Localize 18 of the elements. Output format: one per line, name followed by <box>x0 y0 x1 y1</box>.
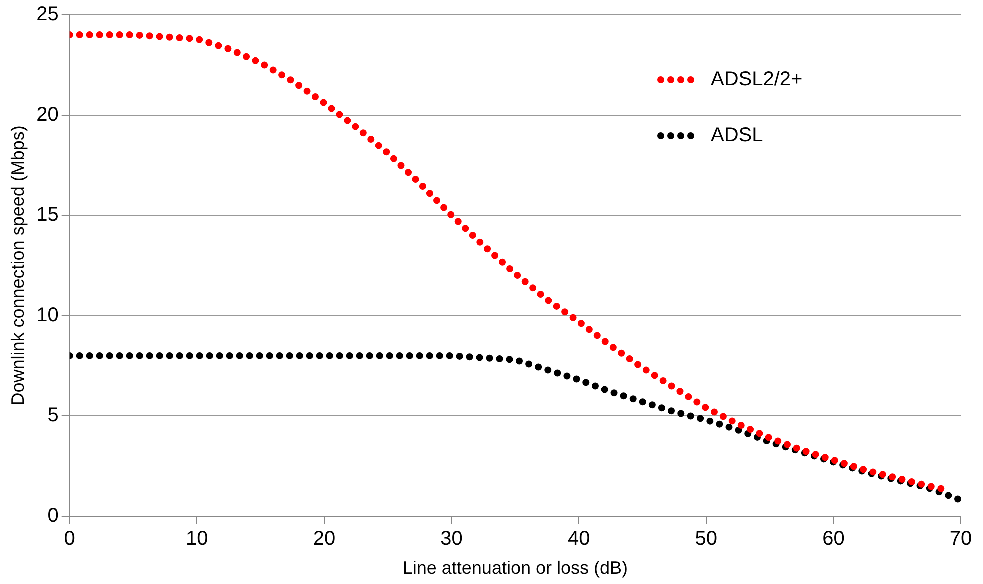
y-tick-label: 5 <box>48 404 59 427</box>
x-axis-title: Line attenuation or loss (dB) <box>402 558 628 578</box>
x-tick-label: 50 <box>695 528 718 550</box>
x-tick-label: 60 <box>822 528 845 550</box>
legend-label: ADSL2/2+ <box>711 68 803 91</box>
legend-label: ADSL <box>711 124 764 147</box>
x-tick-label: 30 <box>440 528 463 550</box>
x-tick-label: 70 <box>950 528 972 550</box>
y-tick-label: 0 <box>48 504 59 527</box>
x-tick-label: 10 <box>186 528 208 550</box>
x-tick-label: 0 <box>64 528 76 550</box>
x-tick-label: 20 <box>313 528 336 550</box>
y-tick-label: 15 <box>36 204 59 226</box>
y-tick-label: 20 <box>36 104 59 126</box>
y-axis-title: Downlink connection speed (Mbps) <box>8 126 28 406</box>
y-tick-label: 25 <box>36 4 59 26</box>
x-tick-label: 40 <box>568 528 590 550</box>
y-tick-label: 10 <box>36 304 59 326</box>
